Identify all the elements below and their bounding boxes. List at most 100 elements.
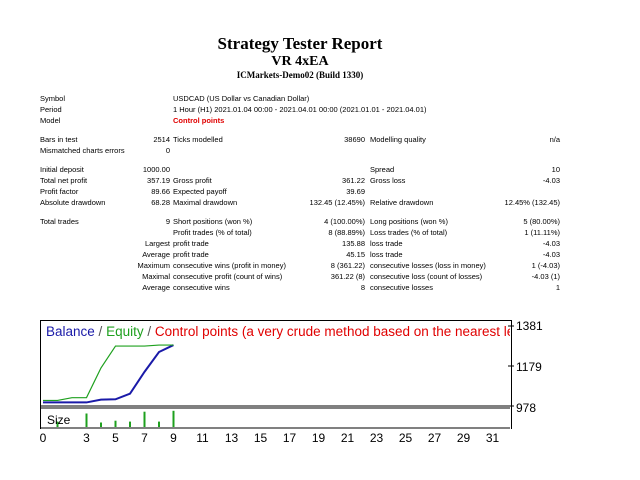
- x-tick-label: 15: [253, 431, 268, 445]
- avg-cw-label: consecutive wins: [173, 283, 230, 292]
- x-tick-label: 27: [427, 431, 442, 445]
- deposit-label: Initial deposit: [40, 165, 84, 174]
- symbol-value: USDCAD (US Dollar vs Canadian Dollar): [173, 94, 310, 103]
- legend-sep-2: /: [143, 324, 155, 339]
- maximum-label: Maximum: [137, 261, 170, 270]
- long-label: Long positions (won %): [370, 217, 448, 226]
- pf-value: 89.66: [151, 187, 170, 196]
- model-row: Model Control points: [40, 115, 566, 126]
- x-tick-label: 5: [112, 431, 119, 445]
- maxdd-value: 132.45 (12.45%): [309, 198, 365, 207]
- trades-row: Total trades 9 Short positions (won %) 4…: [40, 216, 566, 227]
- average-row: Average profit trade 45.15 loss trade -4…: [40, 249, 566, 260]
- report-table: Symbol USDCAD (US Dollar vs Canadian Dol…: [40, 93, 566, 293]
- absdd-label: Absolute drawdown: [40, 198, 106, 207]
- period-row: Period 1 Hour (H1) 2021.01.04 00:00 - 20…: [40, 104, 566, 115]
- size-bars: [56, 410, 175, 427]
- y-tick-label: 1381: [516, 319, 543, 333]
- max-cl-label: consecutive losses (loss in money): [370, 261, 486, 270]
- bars-row: Bars in test 2514 Ticks modelled 38690 M…: [40, 134, 566, 145]
- avg-cl-label: consecutive losses: [370, 283, 433, 292]
- average-pt-label: profit trade: [173, 250, 209, 259]
- ltrades-label: Loss trades (% of total): [370, 228, 448, 237]
- series-equity-line: [43, 344, 174, 402]
- drawdown-row: Absolute drawdown 68.28 Maximal drawdown…: [40, 197, 566, 208]
- x-tick-label: 29: [456, 431, 471, 445]
- chart-grid: [40, 325, 514, 407]
- largest-pt-value: 135.88: [342, 239, 365, 248]
- x-tick-label: 13: [224, 431, 239, 445]
- series-balance-line: [43, 344, 174, 404]
- legend-balance: Balance: [46, 324, 95, 339]
- average-label: Average: [142, 250, 170, 259]
- grossloss-label: Gross loss: [370, 176, 406, 185]
- legend-equity: Equity: [106, 324, 144, 339]
- legend-sep-1: /: [94, 324, 107, 339]
- size-bar: [85, 413, 88, 427]
- symbol-row: Symbol USDCAD (US Dollar vs Canadian Dol…: [40, 93, 566, 104]
- model-value: Control points: [173, 116, 225, 125]
- netprofit-value: 357.19: [147, 176, 170, 185]
- largest-pt-label: profit trade: [173, 239, 209, 248]
- profitfactor-row: Profit factor 89.66 Expected payoff 39.6…: [40, 186, 566, 197]
- symbol-label: Symbol: [40, 94, 66, 103]
- avg-cl-value: 1: [555, 283, 560, 292]
- grossprofit-label: Gross profit: [173, 176, 212, 185]
- x-tick-label: 7: [141, 431, 148, 445]
- mismatch-row: Mismatched charts errors 0: [40, 145, 566, 156]
- x-tick-label: 11: [196, 431, 209, 445]
- chart-legend: Balance / Equity / Control points (a ver…: [46, 322, 510, 342]
- largest-lt-label: loss trade: [370, 239, 403, 248]
- average-lt-value: -4.03: [542, 250, 560, 259]
- max-cl-value: 1 (-4.03): [531, 261, 560, 270]
- mxl-cp-value: 361.22 (8): [330, 272, 365, 281]
- largest-lt-value: -4.03: [542, 239, 560, 248]
- largest-row: Largest profit trade 135.88 loss trade -…: [40, 238, 566, 249]
- average-lt-label: loss trade: [370, 250, 403, 259]
- ticks-label: Ticks modelled: [173, 135, 223, 144]
- max-cw-label: consecutive wins (profit in money): [173, 261, 286, 270]
- bars-value: 2514: [153, 135, 170, 144]
- chart-series: [43, 344, 174, 404]
- ptrades-label: Profit trades (% of total): [173, 228, 252, 237]
- average-pt-value: 45.15: [346, 250, 365, 259]
- x-tick-label: 17: [282, 431, 297, 445]
- spread-label: Spread: [370, 165, 395, 174]
- ticks-value: 38690: [344, 135, 365, 144]
- x-tick-label: 19: [311, 431, 326, 445]
- size-bar: [114, 420, 117, 427]
- profit-trades-row: Profit trades (% of total) 8 (88.89%) Lo…: [40, 227, 566, 238]
- x-tick-label: 0: [39, 431, 47, 445]
- reldd-value: 12.45% (132.45): [504, 198, 560, 207]
- max-cw-value: 8 (361.22): [330, 261, 365, 270]
- report-header: Strategy Tester Report VR 4xEA ICMarkets…: [0, 34, 600, 81]
- mxl-cp-label: consecutive profit (count of wins): [173, 272, 283, 281]
- x-tick-label: 9: [170, 431, 177, 445]
- avg-cw-value: 8: [360, 283, 365, 292]
- deposit-value: 1000.00: [142, 165, 170, 174]
- model-label: Model: [40, 116, 61, 125]
- size-bar: [56, 421, 59, 427]
- maximal-label: Maximal: [142, 272, 170, 281]
- payoff-label: Expected payoff: [173, 187, 227, 196]
- size-bar: [100, 422, 102, 427]
- bars-label: Bars in test: [40, 135, 78, 144]
- x-tick-label: 25: [398, 431, 413, 445]
- mxl-cl-label: consecutive loss (count of losses): [370, 272, 483, 281]
- mxl-cl-value: -4.03 (1): [531, 272, 560, 281]
- trades-value: 9: [165, 217, 170, 226]
- size-bar: [143, 411, 146, 427]
- ptrades-value: 8 (88.89%): [328, 228, 365, 237]
- maximal-row: Maximal consecutive profit (count of win…: [40, 271, 566, 282]
- chart-frame: [40, 320, 512, 429]
- short-value: 4 (100.00%): [324, 217, 365, 226]
- size-bar: [172, 410, 175, 427]
- mismatch-value: 0: [165, 146, 170, 155]
- size-bar: [129, 421, 131, 427]
- report-title: Strategy Tester Report: [217, 34, 383, 53]
- payoff-value: 39.69: [346, 187, 365, 196]
- maximum-row: Maximum consecutive wins (profit in mone…: [40, 260, 566, 271]
- period-value: 1 Hour (H1) 2021.01.04 00:00 - 2021.04.0…: [173, 105, 427, 114]
- netprofit-row: Total net profit 357.19 Gross profit 361…: [40, 175, 566, 186]
